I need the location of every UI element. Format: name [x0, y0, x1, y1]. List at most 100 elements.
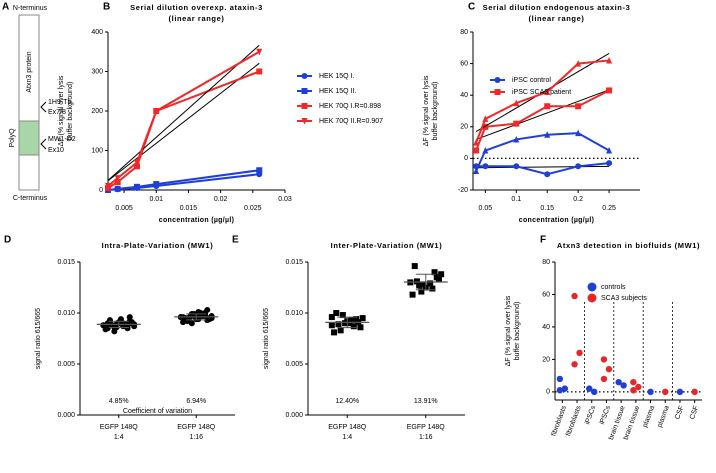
- marker: [353, 316, 360, 323]
- y-axis-label: ΔF (% signal over lysis: [58, 75, 65, 146]
- legend-label: controls: [601, 284, 626, 291]
- y-tick-label: -20: [458, 187, 468, 194]
- marker: [544, 131, 551, 138]
- marker: [413, 278, 420, 285]
- marker: [153, 108, 160, 115]
- marker: [133, 159, 140, 166]
- marker: [606, 87, 613, 94]
- chart-title: Serial dilution endogenous ataxin-3: [483, 3, 631, 12]
- x-tick-label: 0.01: [149, 196, 163, 203]
- series-line: [475, 132, 610, 172]
- y-axis-label: buffer background): [67, 82, 74, 141]
- marker: [359, 315, 366, 322]
- x-tick-label: 0.02: [214, 196, 228, 203]
- y-tick-label: 0: [464, 155, 468, 162]
- marker: [114, 179, 121, 186]
- antibody-label: MW1-D2: [48, 136, 76, 143]
- marker: [473, 167, 480, 175]
- x-axis-label: concentration (µg/µl): [159, 217, 234, 224]
- dot: [561, 385, 569, 392]
- x-tick-label: plasma: [642, 405, 656, 429]
- dot: [586, 385, 593, 392]
- marker: [111, 328, 118, 335]
- y-tick-label: 400: [91, 29, 103, 36]
- y-tick-label: 80: [542, 259, 550, 266]
- y-tick-label: 0: [546, 389, 550, 396]
- x-tick-label: 0.1: [511, 196, 521, 203]
- x-tick-label: EGFP 148Q: [407, 424, 446, 431]
- marker: [126, 314, 133, 321]
- y-tick-label: 300: [91, 68, 103, 75]
- polyq-label: PolyQ: [9, 128, 16, 148]
- marker: [575, 129, 582, 137]
- y-axis-label: signal ratio 615/665: [35, 308, 42, 369]
- y-tick-label: 0.005: [57, 361, 75, 368]
- marker: [411, 263, 418, 270]
- panel-a: A N-terminus Atxn3 protein PolyQ C-termi…: [2, 2, 76, 202]
- dot: [576, 349, 583, 357]
- panel-letter: F: [540, 235, 546, 246]
- cv-label: 6.94%: [186, 398, 206, 405]
- marker: [420, 281, 427, 288]
- protein-box: [18, 14, 40, 191]
- chart-title: Atxn3 detection in biofluids (MW1): [557, 241, 700, 250]
- marker: [301, 103, 308, 109]
- marker: [328, 322, 335, 329]
- marker: [301, 73, 308, 79]
- marker: [335, 321, 342, 328]
- y-tick-label: 20: [542, 356, 550, 363]
- marker: [342, 320, 349, 327]
- dot: [571, 292, 578, 300]
- fit-line: [476, 165, 610, 169]
- y-tick-label: 0.010: [285, 310, 303, 317]
- marker: [438, 271, 445, 278]
- x-tick-label: CSF: [689, 405, 700, 421]
- chart-subtitle: (linear range): [529, 14, 585, 23]
- y-axis-label: buffer background): [432, 82, 439, 141]
- x-axis-label: concentration (µg/µl): [519, 217, 594, 224]
- cv-label: 13.91%: [414, 398, 438, 405]
- marker: [114, 175, 121, 182]
- dot: [647, 388, 654, 396]
- y-tick-label: 0.000: [285, 412, 303, 419]
- panel-letter: C: [468, 2, 475, 13]
- marker: [494, 77, 501, 83]
- marker: [575, 103, 582, 110]
- chart-title: Intra-Plate-Variation (MW1): [102, 241, 214, 250]
- chart-title: Serial dilution overexp. ataxin-3: [130, 3, 263, 12]
- antibody-label: 1H9-Tb: [48, 99, 71, 106]
- antibody-bracket: [40, 138, 47, 150]
- x-tick-label: 0.025: [244, 205, 262, 212]
- x-tick-label: 0.2: [573, 196, 583, 203]
- marker: [482, 163, 489, 170]
- x-tick-label: fibroblasts: [565, 404, 583, 437]
- antibody-epitope: Ex10: [48, 147, 64, 154]
- dot: [630, 387, 637, 394]
- dot: [591, 388, 598, 396]
- y-tick-label: 0.015: [57, 259, 75, 266]
- marker: [433, 274, 440, 281]
- marker: [494, 89, 501, 95]
- marker: [606, 147, 613, 154]
- dot: [600, 375, 608, 383]
- marker: [473, 139, 480, 146]
- dot: [691, 388, 698, 396]
- marker: [575, 60, 582, 67]
- marker: [133, 183, 140, 190]
- polyq-region: [18, 120, 40, 156]
- marker: [337, 327, 344, 334]
- panel-letter: A: [2, 2, 9, 13]
- fit-line: [107, 44, 260, 181]
- fit-line: [475, 89, 610, 140]
- panel-letter: B: [103, 2, 110, 13]
- y-axis-label: buffer background): [514, 302, 521, 361]
- marker: [606, 56, 613, 64]
- marker: [544, 171, 551, 178]
- dot: [605, 365, 613, 373]
- n-terminus: N-terminus: [13, 5, 48, 12]
- marker: [431, 269, 438, 276]
- marker: [346, 320, 353, 327]
- dot: [600, 356, 608, 363]
- series-line: [475, 89, 610, 151]
- x-tick-label: 0.15: [540, 205, 554, 212]
